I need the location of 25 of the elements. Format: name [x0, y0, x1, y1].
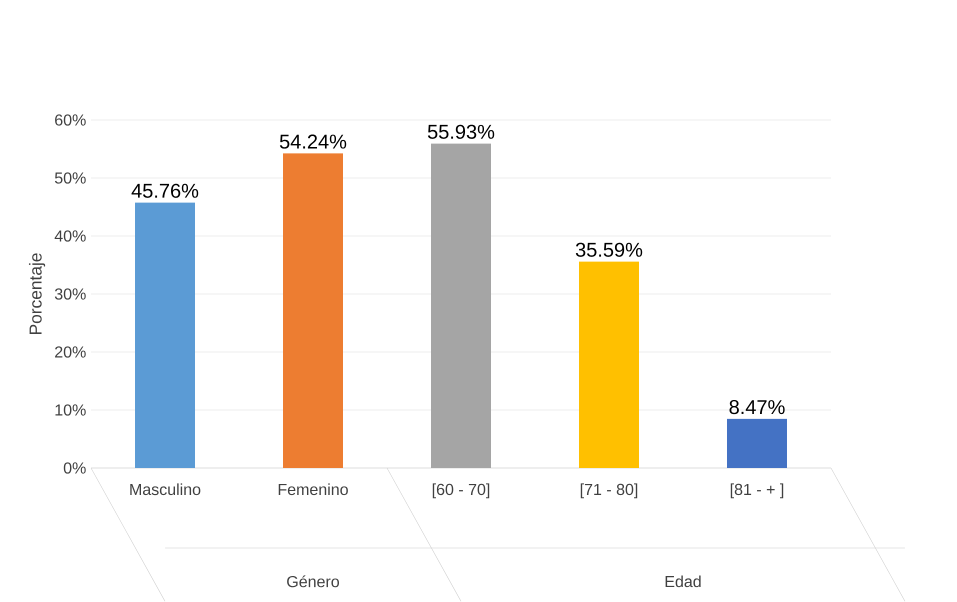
data-label: 8.47%: [730, 400, 785, 414]
y-tick-label: 40%: [54, 230, 86, 242]
x-tick-label: Femenino: [278, 484, 348, 496]
y-tick-label: 60%: [55, 114, 86, 126]
y-axis-title: Porcentaje: [28, 254, 46, 334]
data-label: 54.24%: [280, 134, 346, 149]
bar: [283, 154, 344, 468]
bar: [135, 202, 196, 468]
data-label: 45.76%: [132, 184, 198, 198]
x-tick-label: [81 - + ]: [730, 484, 784, 498]
data-label: 55.93%: [428, 124, 494, 140]
y-tick-label: 30%: [54, 288, 86, 300]
y-tick-label: 50%: [54, 172, 86, 184]
y-tick-label: 20%: [55, 346, 86, 358]
x-tick-label: [71 - 80]: [580, 484, 638, 498]
x-tick-label: [60 - 70]: [432, 484, 490, 498]
bar: [726, 419, 787, 468]
y-tick-label: 0%: [64, 462, 86, 474]
x-tick-label: Masculino: [130, 484, 200, 496]
text: Edad: [666, 576, 701, 588]
data-label: 35.59%: [576, 242, 642, 258]
text: Género: [287, 576, 340, 588]
bar: [431, 144, 491, 468]
y-tick-label: 10%: [55, 404, 86, 416]
bar: [579, 262, 639, 468]
